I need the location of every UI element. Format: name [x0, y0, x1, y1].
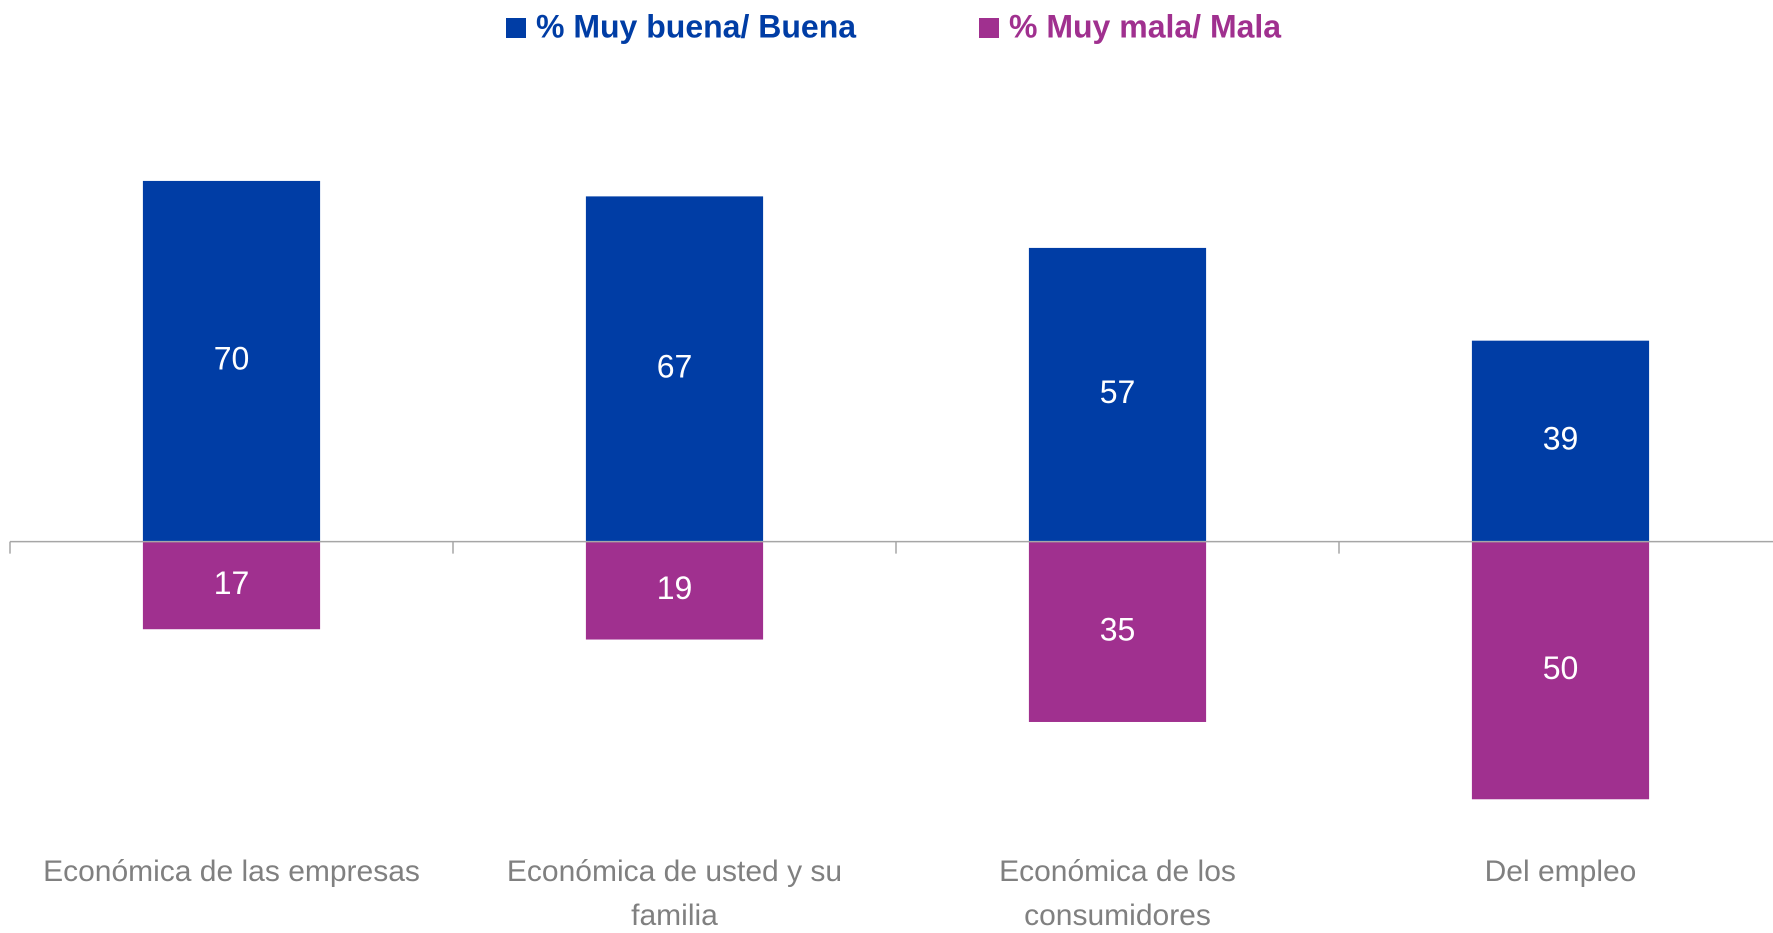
- bar: [142, 541, 321, 630]
- data-label: 50: [1543, 650, 1579, 686]
- bar: [1028, 247, 1207, 542]
- legend-swatch: [979, 18, 999, 38]
- x-tick-label: Económica de los consumidores: [999, 855, 1236, 932]
- legend-swatch: [506, 18, 526, 38]
- bar: [142, 180, 321, 542]
- data-label: 70: [214, 341, 250, 377]
- legend-label: % Muy buena/ Buena: [536, 8, 856, 44]
- x-tick-label: Del empleo: [1484, 855, 1637, 888]
- data-label: 67: [657, 348, 693, 384]
- bar: [585, 541, 764, 640]
- x-tick-label: Económica de las empresas: [43, 855, 420, 888]
- data-label: 57: [1100, 374, 1136, 410]
- bar: [585, 196, 764, 542]
- bar: [1028, 541, 1207, 722]
- legend-label: % Muy mala/ Mala: [1009, 8, 1281, 44]
- bar: [1471, 541, 1650, 800]
- bar: [1471, 340, 1650, 542]
- data-label: 39: [1543, 421, 1579, 457]
- data-label: 19: [657, 570, 693, 606]
- x-tick-label: Económica de usted y su familia: [506, 855, 843, 932]
- data-label: 17: [214, 565, 250, 601]
- data-label: 35: [1100, 611, 1136, 647]
